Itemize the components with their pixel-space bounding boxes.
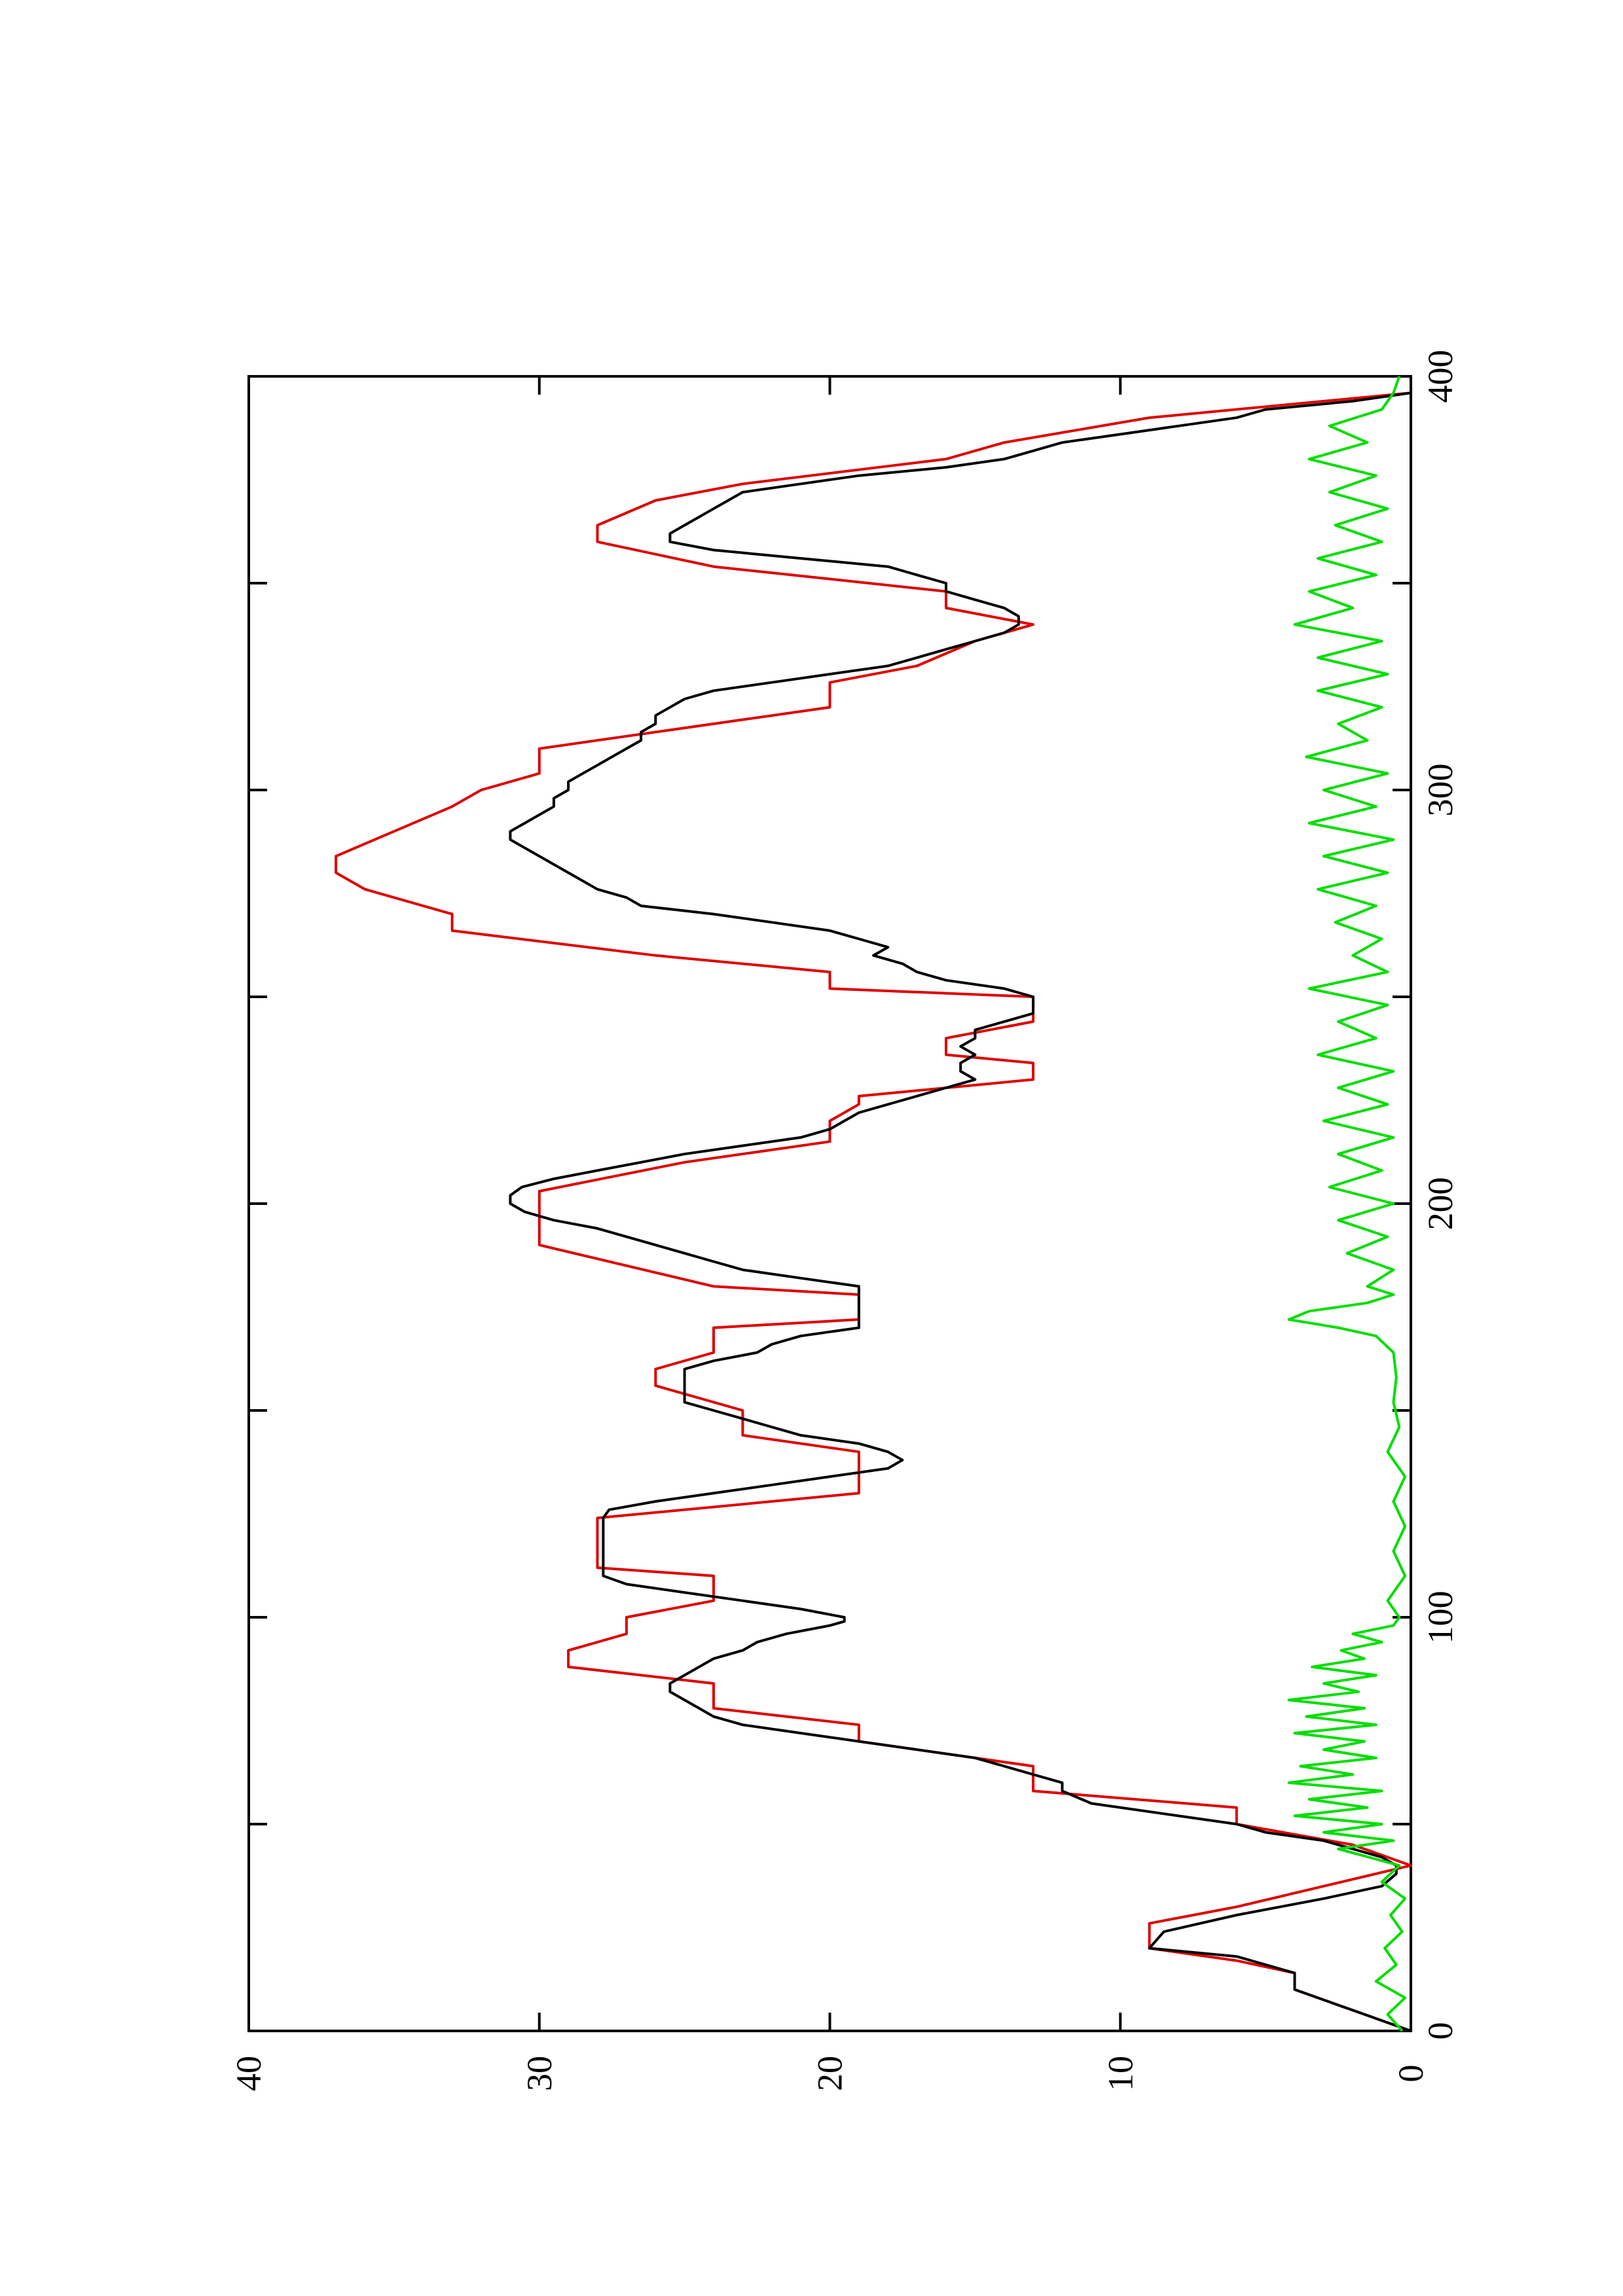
- x-tick-label: 100: [1421, 1591, 1460, 1644]
- y-tick-label: 20: [811, 2056, 850, 2091]
- series-layer: [335, 376, 1412, 2032]
- x-tick-label: 200: [1421, 1177, 1460, 1230]
- y-tick-label: 40: [229, 2056, 268, 2091]
- y-tick-label: 0: [1391, 2065, 1431, 2083]
- series-line-2: [1287, 376, 1407, 2032]
- plot-frame: [247, 375, 1412, 2032]
- axis-ticks: [247, 375, 1412, 2032]
- y-tick-label: 30: [520, 2056, 559, 2091]
- tick-labels: 0 100 200 300 400 0 10 20 30 40: [229, 350, 1460, 2092]
- series-line-0: [335, 391, 1412, 2032]
- x-tick-label: 300: [1421, 764, 1460, 817]
- y-tick-label: 10: [1101, 2056, 1140, 2091]
- x-tick-label: 0: [1421, 2022, 1460, 2040]
- series-line-1: [509, 391, 1412, 2032]
- x-tick-label: 400: [1421, 350, 1460, 403]
